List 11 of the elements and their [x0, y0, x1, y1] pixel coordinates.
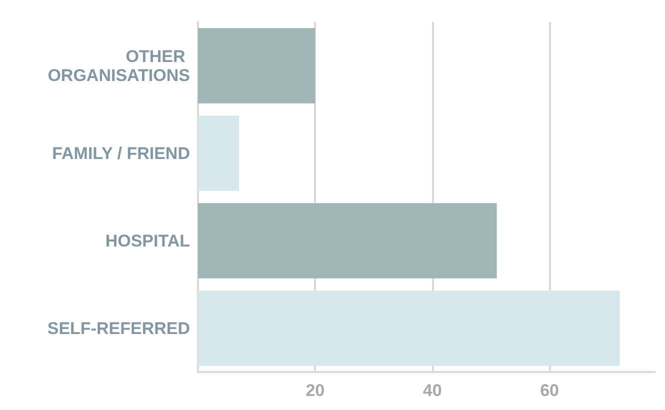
y-tick-label: SELF-REFERRED [47, 318, 190, 338]
y-tick-label: FAMILY / FRIEND [52, 144, 190, 163]
x-tick-label: 20 [306, 381, 325, 400]
x-tick-label: 40 [422, 381, 442, 400]
bar [198, 290, 620, 366]
bar [198, 203, 497, 278]
y-tick-label: OTHER ORGANISATIONS [48, 46, 190, 85]
bar [198, 28, 316, 104]
bar [198, 116, 240, 191]
y-tick-label: HOSPITAL [105, 231, 190, 250]
x-tick-label: 60 [540, 381, 559, 400]
